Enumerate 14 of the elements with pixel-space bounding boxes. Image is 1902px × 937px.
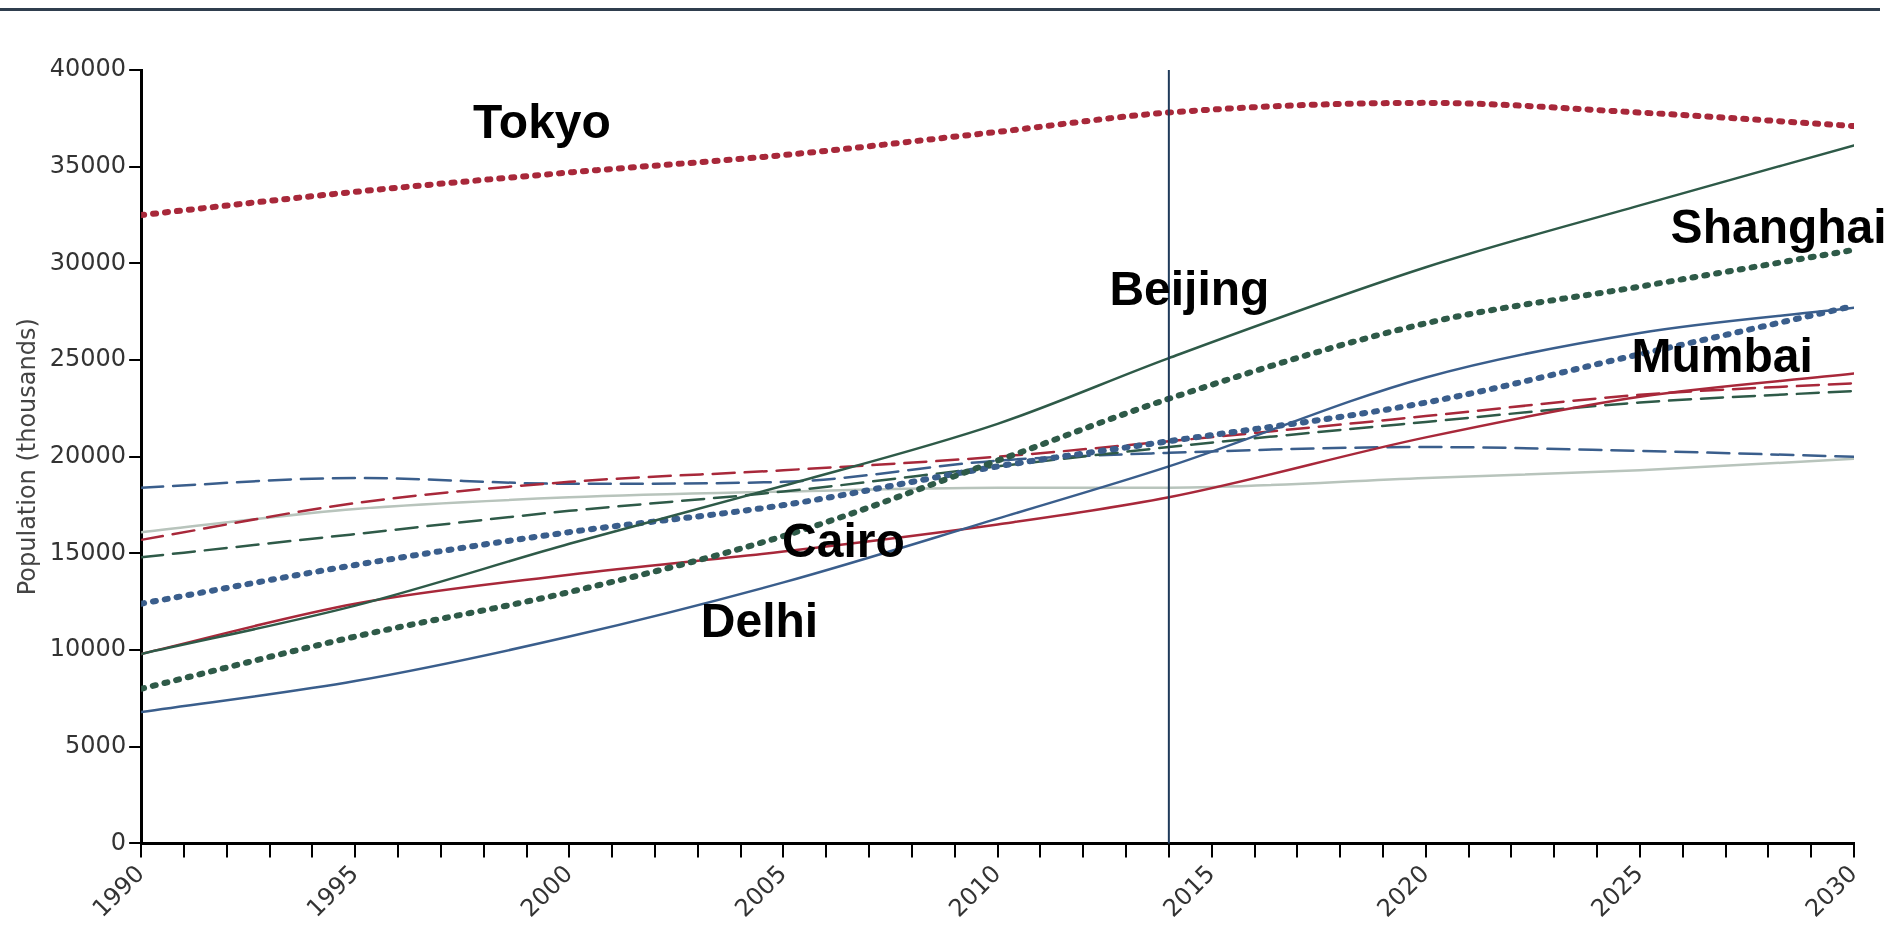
y-tick-label: 25000	[49, 344, 127, 373]
annotation: Mumbai	[1631, 328, 1813, 382]
y-tick-label: 35000	[49, 150, 127, 179]
annotation: Delhi	[700, 594, 819, 648]
y-tick-label: 30000	[49, 247, 127, 276]
y-tick-label: 20000	[49, 440, 127, 469]
annotation: Shanghai	[1670, 199, 1887, 253]
y-tick-label: 5000	[65, 731, 127, 759]
annotation: Tokyo	[473, 95, 611, 149]
y-axis-title: Population (thousands)	[12, 318, 41, 596]
y-tick-label: 15000	[49, 537, 127, 566]
y-tick-label: 10000	[49, 634, 127, 663]
y-tick-label: 0	[110, 827, 127, 856]
y-tick-label: 40000	[49, 54, 127, 83]
